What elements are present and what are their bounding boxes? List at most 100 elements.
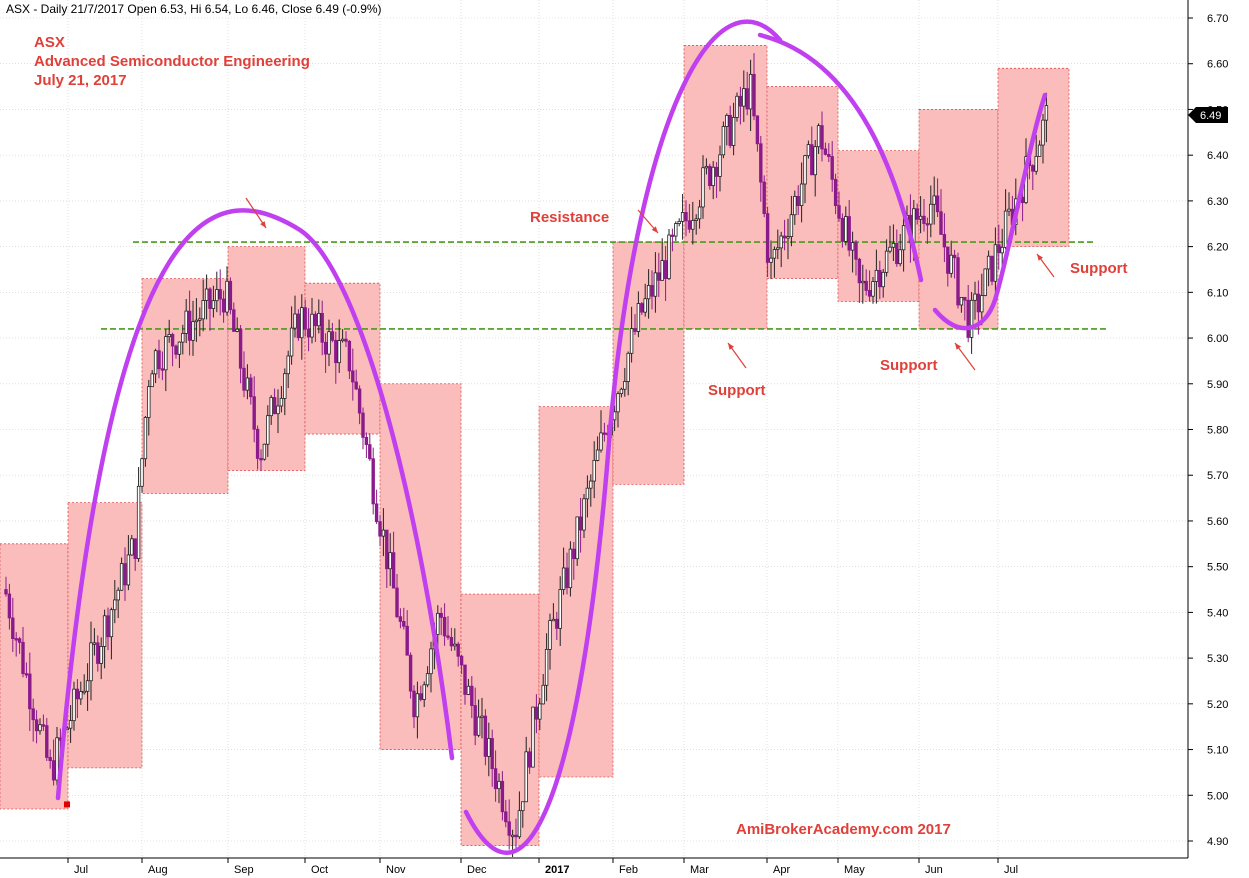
candle-down [402, 621, 406, 627]
candle-up [147, 386, 151, 418]
candle-down [810, 144, 814, 176]
candle-down [218, 289, 222, 300]
candle-down [242, 367, 246, 391]
candle-down [493, 768, 498, 790]
candle-down [687, 220, 692, 230]
candle-down [75, 688, 80, 700]
candle-up [415, 693, 420, 718]
candle-up [626, 352, 630, 382]
candle-up [680, 212, 685, 222]
candle-down [915, 208, 919, 220]
candle-up [973, 293, 977, 301]
price-tick-label: 6.60 [1207, 59, 1228, 71]
price-tick-label: 5.60 [1207, 516, 1228, 528]
candle-down [41, 724, 46, 727]
candle-down [28, 673, 32, 710]
candle-down [714, 166, 719, 177]
time-tick-label: 2017 [545, 864, 569, 876]
candle-down [371, 458, 375, 505]
candle-up [949, 254, 953, 274]
candle-up [119, 563, 124, 591]
candle-up [932, 195, 936, 205]
candle-down [640, 303, 644, 313]
candle-down [361, 412, 365, 438]
candle-down [459, 655, 464, 666]
candle-up [544, 648, 549, 686]
candle-down [347, 340, 352, 372]
candle-up [1034, 155, 1038, 172]
candle-up [558, 589, 562, 629]
candle-up [327, 331, 331, 355]
candle-down [922, 215, 926, 224]
arrow-resistance-head [651, 226, 658, 233]
candle-up [79, 691, 83, 700]
candle-down [439, 612, 443, 618]
candle-down [398, 616, 403, 622]
support-label-jul: Support [1070, 260, 1128, 277]
candle-up [891, 243, 896, 248]
arrow-support-jun-head [955, 343, 962, 350]
candle-down [17, 638, 22, 643]
candle-up [674, 223, 678, 237]
candle-down [221, 298, 226, 313]
candle-down [395, 587, 399, 618]
arrow-support-feb-head [728, 343, 734, 350]
candle-up [517, 810, 522, 838]
month-range-box [538, 406, 614, 778]
candle-up [592, 459, 596, 482]
candle-down [827, 154, 831, 157]
candle-down [507, 821, 511, 836]
candle-up [340, 338, 345, 342]
price-tick-label: 5.70 [1207, 470, 1228, 482]
support-label-feb: Support [708, 382, 766, 399]
candle-down [48, 757, 52, 762]
candle-up [993, 244, 998, 282]
candle-up [317, 312, 321, 327]
candle-up [337, 340, 341, 364]
candle-down [527, 751, 532, 768]
candle-up [888, 246, 892, 252]
candle-up [89, 642, 93, 682]
candle-down [738, 95, 743, 107]
candle-down [385, 529, 389, 570]
candle-down [320, 312, 324, 343]
candle-up [568, 548, 573, 589]
candle-down [483, 715, 488, 757]
candle-down [684, 212, 688, 222]
candle-up [136, 485, 141, 559]
candle-up [521, 801, 525, 812]
candle-down [765, 213, 770, 263]
candle-up [735, 95, 739, 118]
candle-up [466, 685, 471, 695]
low-marker [64, 801, 70, 808]
candle-down [1031, 165, 1035, 172]
candle-up [116, 589, 120, 601]
candle-down [21, 641, 25, 674]
time-tick-label: Sep [234, 864, 254, 876]
candle-up [480, 715, 484, 719]
candle-down [34, 719, 39, 732]
candle-up [293, 313, 297, 329]
time-tick-label: Aug [148, 864, 168, 876]
candle-up [266, 415, 270, 445]
candle-up [769, 257, 773, 263]
candle-up [589, 480, 593, 489]
candle-down [864, 280, 868, 291]
candle-down [446, 635, 450, 638]
candle-up [436, 612, 440, 635]
candle-up [300, 307, 304, 339]
time-tick-label: Nov [386, 864, 406, 876]
candle-up [126, 554, 131, 586]
candle-down [323, 341, 328, 355]
candle-up [92, 642, 97, 645]
candle-down [854, 242, 858, 260]
candle-down [925, 223, 930, 226]
support-resistance-lines [101, 241, 1108, 330]
candle-down [364, 436, 369, 445]
candle-down [106, 615, 110, 638]
candles [4, 53, 1049, 857]
candle-up [806, 144, 811, 157]
candle-up [204, 288, 209, 301]
candle-up [653, 272, 658, 297]
candle-down [7, 593, 12, 619]
